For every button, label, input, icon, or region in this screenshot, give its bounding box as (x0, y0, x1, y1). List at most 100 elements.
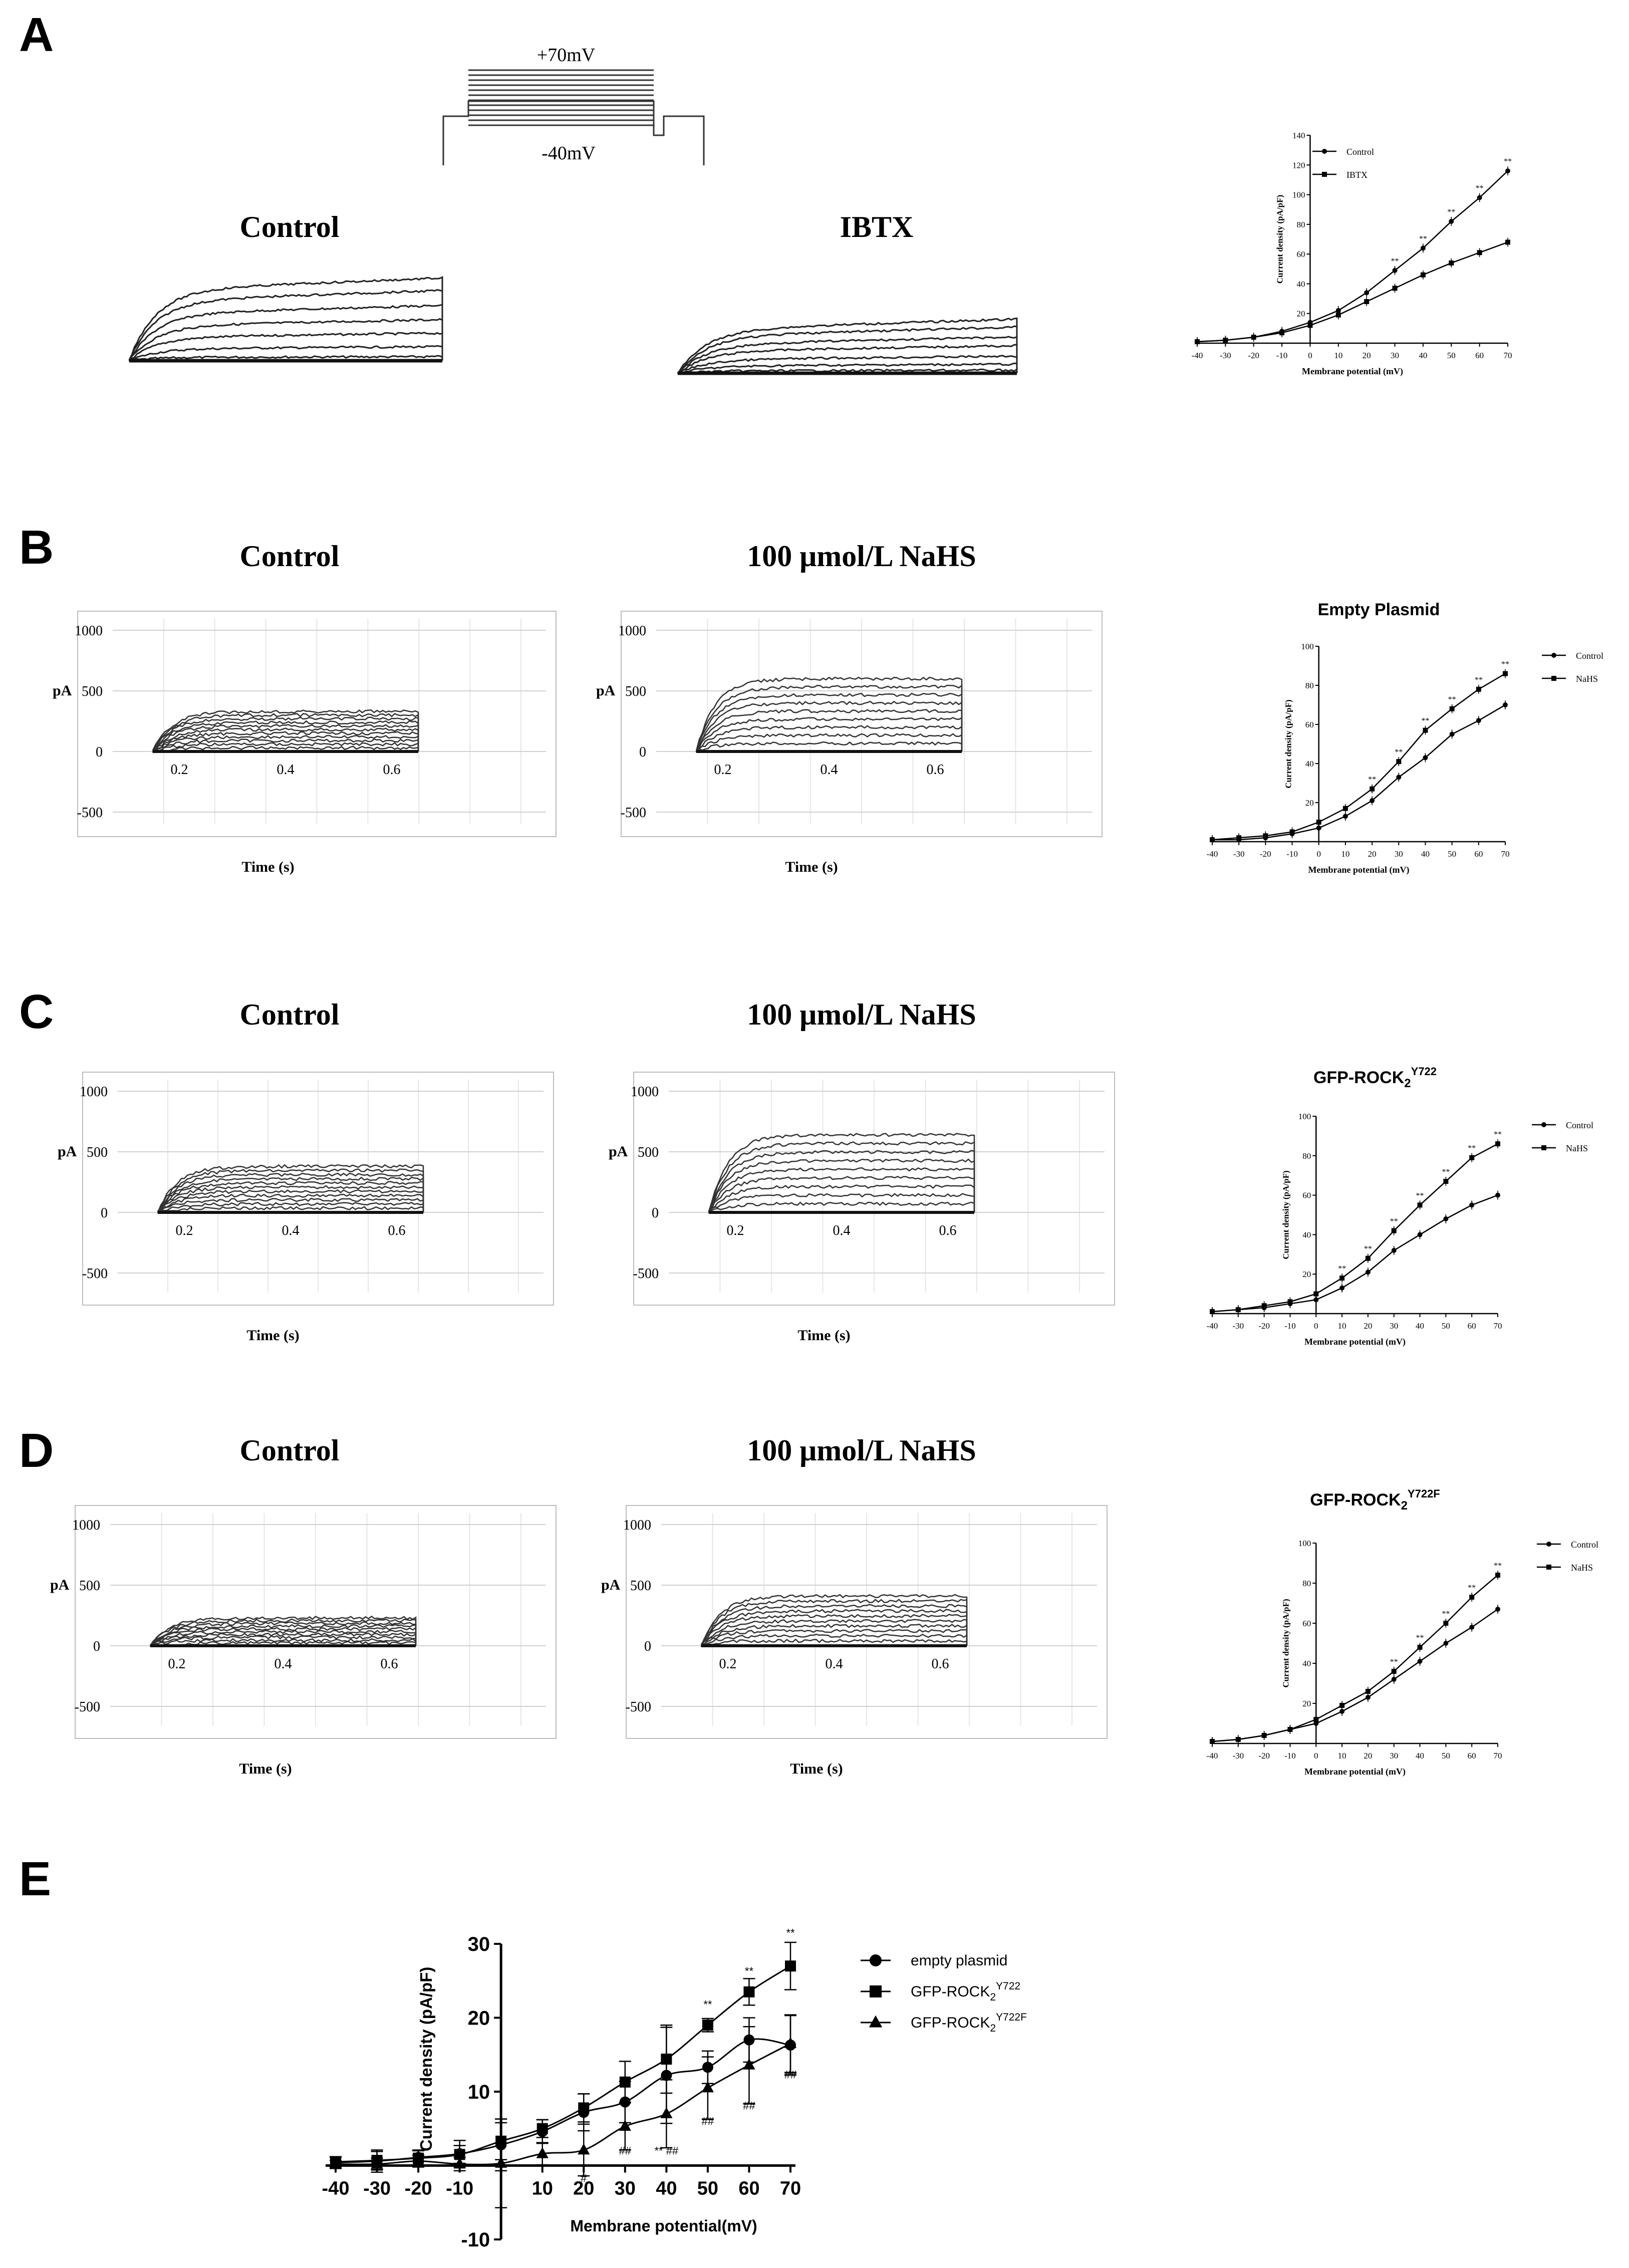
trace-y-axis-label: pA (609, 1143, 628, 1160)
current-trace (152, 713, 419, 751)
significance-mark: ** (1476, 184, 1484, 193)
trace-title-A-control: Control (240, 210, 340, 243)
trace-y-tick-label: 0 (96, 744, 103, 760)
data-point (1449, 218, 1454, 224)
current-trace (129, 331, 443, 362)
data-point (1365, 1689, 1371, 1694)
current-trace (152, 738, 419, 753)
data-point (1495, 1192, 1500, 1198)
data-point (1505, 168, 1510, 174)
data-point (1210, 1739, 1215, 1744)
x-tick-label: 60 (1474, 849, 1483, 859)
significance-mark: ** (1468, 1584, 1476, 1592)
y-tick-label: 60 (1302, 1191, 1311, 1200)
data-point (1396, 759, 1402, 765)
panel-letter-C: C (19, 985, 54, 1039)
significance-mark: ** (1390, 1658, 1398, 1666)
legend-marker (1546, 1542, 1551, 1547)
data-point (1279, 330, 1285, 336)
trace-y-tick-label: -500 (82, 1266, 108, 1282)
significance-mark: ** (786, 1926, 795, 1939)
x-tick-label: -20 (1258, 1751, 1270, 1760)
legend-marker (870, 1985, 882, 1997)
voltage-protocol: +70mV -40mV (442, 45, 705, 165)
trace-y-tick-label: 500 (625, 684, 646, 699)
y-tick-label: 30 (468, 1933, 490, 1955)
data-point (1420, 272, 1426, 278)
x-tick-label: 10 (1341, 849, 1349, 859)
legend-marker (1322, 172, 1327, 177)
current-trace (149, 1615, 417, 1647)
trace-y-axis-label: pA (50, 1577, 70, 1593)
y-axis-label: Current density (pA/pF) (1281, 1599, 1290, 1687)
data-point (1261, 1303, 1267, 1309)
significance-mark: ** ## (655, 2144, 679, 2157)
chart-title: GFP-ROCK2Y722F (1310, 1487, 1440, 1513)
x-tick-label: 60 (1468, 1321, 1476, 1331)
data-point (1449, 260, 1454, 266)
trace-y-axis-label: pA (58, 1143, 77, 1160)
trace-y-tick-label: 1000 (618, 623, 646, 639)
trace-x-axis-label: Time (s) (797, 1327, 850, 1344)
trace-y-tick-label: 0 (93, 1639, 100, 1654)
trace-x-axis-label: Time (s) (239, 1760, 292, 1777)
current-trace (157, 1193, 424, 1214)
y-axis-label: Current density (pA/pF) (1284, 699, 1293, 788)
data-point (1449, 731, 1455, 737)
data-point (784, 2037, 797, 2048)
y-tick-label: 60 (1305, 720, 1314, 729)
current-trace (152, 742, 419, 753)
x-tick-label: -20 (1258, 1321, 1270, 1331)
x-tick-label: 10 (1334, 351, 1342, 360)
current-trace (152, 709, 419, 751)
trace-y-tick-label: 1000 (80, 1084, 108, 1100)
data-point (1210, 837, 1215, 843)
x-tick-label: 10 (1338, 1321, 1346, 1331)
y-tick-label: 120 (1292, 160, 1305, 170)
series-line (1212, 1575, 1498, 1742)
x-tick-label: 30 (1395, 849, 1403, 859)
y-tick-label: 80 (1296, 220, 1305, 229)
trace-x-axis-label: Time (s) (246, 1327, 299, 1344)
current-trace (696, 733, 963, 753)
x-tick-label: -40 (1207, 849, 1218, 859)
current-trace (152, 731, 419, 751)
significance-mark: ** (1504, 157, 1512, 166)
current-trace (700, 1619, 968, 1647)
current-trace (677, 336, 1018, 374)
panel-letter-E: E (19, 1852, 51, 1906)
y-tick-label: 20 (468, 2007, 490, 2030)
legend-label: GFP-ROCK2Y722F (911, 2011, 1027, 2034)
data-point (1469, 1595, 1475, 1600)
series-line (1212, 1608, 1498, 1742)
title-subscript: 2 (1404, 1077, 1411, 1090)
current-trace (708, 1193, 975, 1213)
data-point (1313, 1291, 1319, 1297)
data-point (1423, 755, 1428, 761)
data-point (1235, 1307, 1241, 1313)
significance-mark: ** (1447, 208, 1455, 216)
legend-label: NaHS (1576, 674, 1598, 684)
current-trace (150, 1635, 417, 1647)
x-tick-label: 50 (1442, 1321, 1450, 1331)
data-point (1365, 1695, 1371, 1700)
y-axis-label: Current density (pA/pF) (1281, 1170, 1290, 1259)
data-point (1365, 1270, 1371, 1275)
data-point (1195, 339, 1200, 345)
panel-letter-B: B (19, 521, 54, 574)
data-point (1503, 671, 1508, 676)
y-tick-label: 80 (1302, 1579, 1311, 1588)
current-traces-A-ibtx (677, 317, 1018, 375)
current-trace (677, 317, 1018, 374)
significance-mark: ** (1391, 257, 1399, 266)
x-tick-label: -30 (363, 2178, 391, 2199)
trace-box-C-control: 1000 500 0 -500 0.2 0.4 0.6 pA Time (s) (58, 1072, 554, 1344)
data-point (1443, 1621, 1449, 1626)
data-point (1420, 245, 1426, 251)
trace-title-B-nahs: 100 μmol/L NaHS (747, 540, 976, 573)
significance-mark: ** (1416, 1634, 1424, 1642)
x-tick-label: 70 (1494, 1321, 1502, 1331)
data-point (1263, 833, 1268, 839)
data-point (1503, 702, 1508, 707)
x-tick-label: 0 (1314, 1751, 1318, 1760)
